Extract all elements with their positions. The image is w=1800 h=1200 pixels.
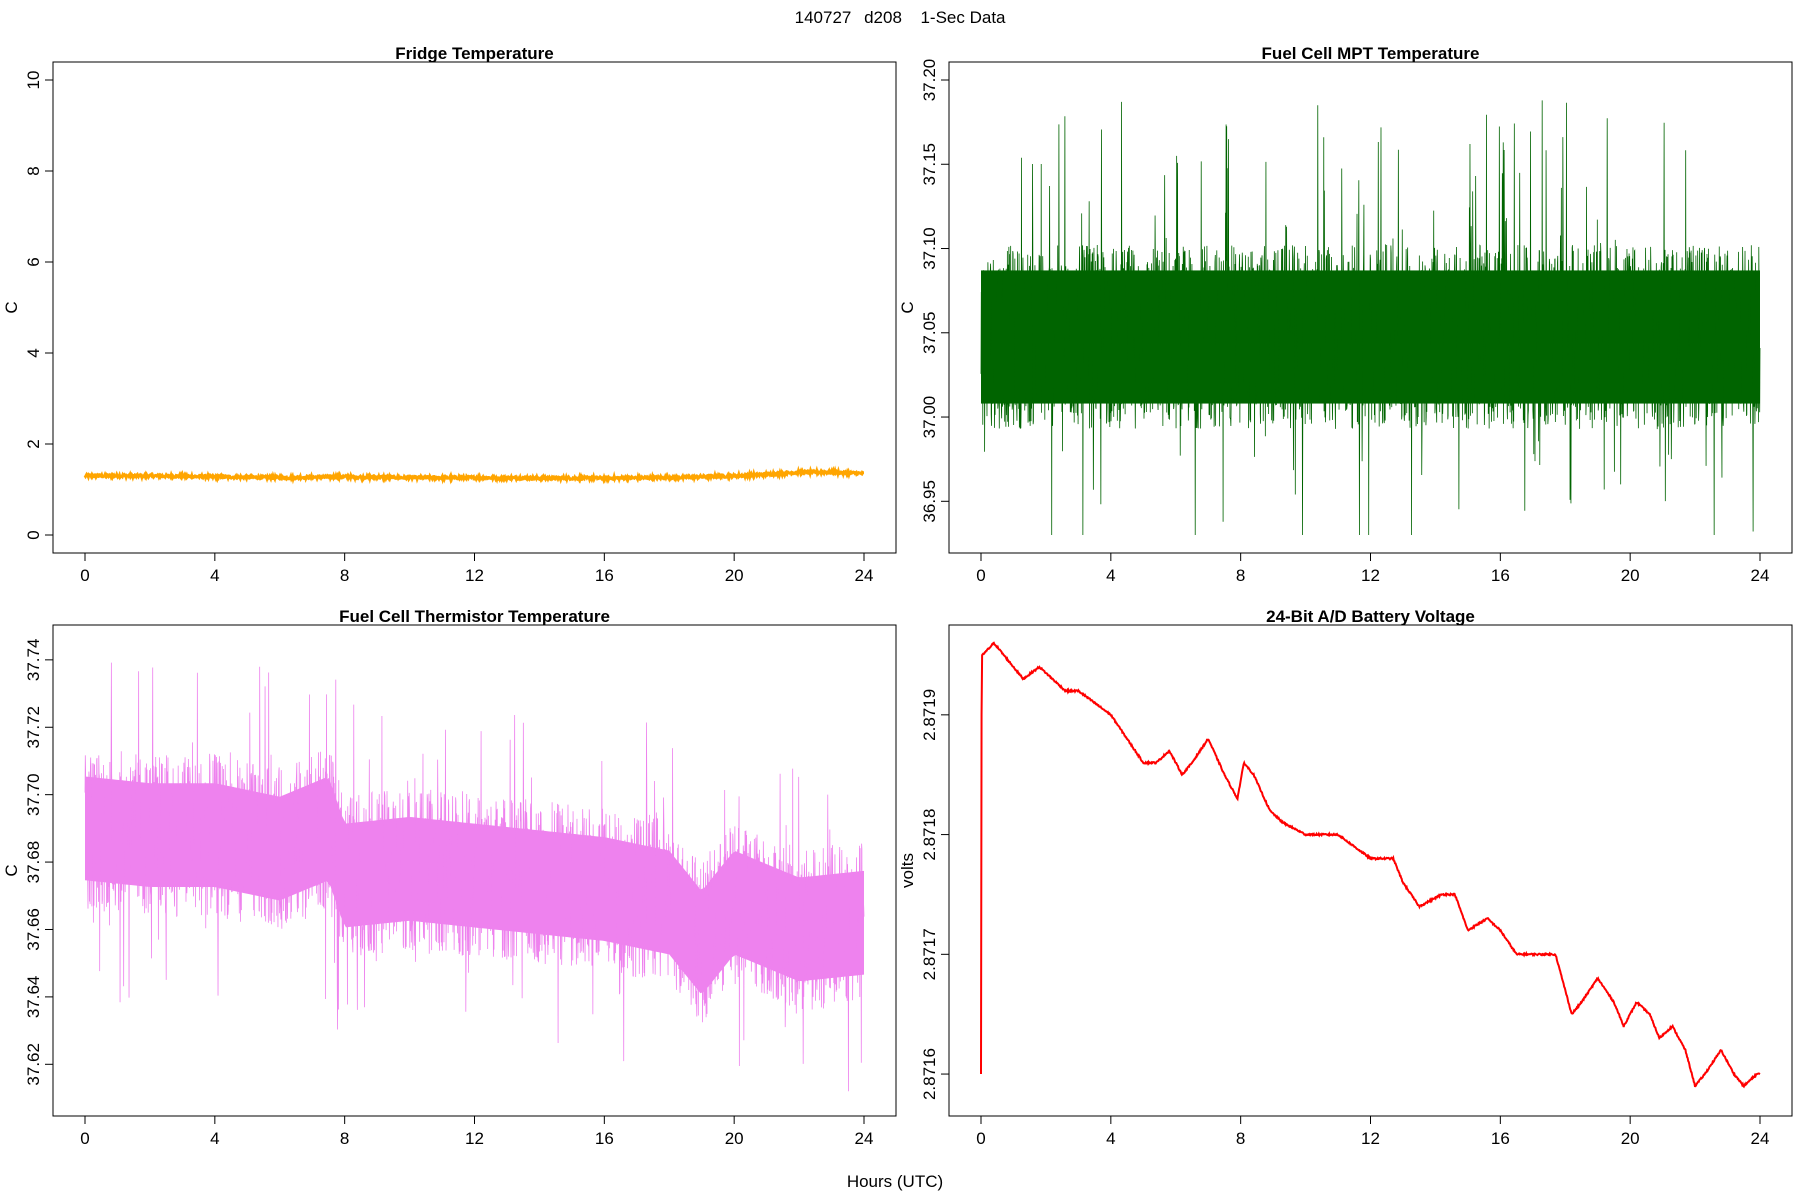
- plot-frame: [948, 624, 1793, 1117]
- x-tick-label: 8: [1236, 566, 1245, 585]
- x-tick-label: 4: [1106, 1129, 1115, 1148]
- x-tick-label: 24: [855, 566, 874, 585]
- x-tick-label: 16: [1491, 566, 1510, 585]
- panel-title: 24-Bit A/D Battery Voltage: [1266, 607, 1475, 626]
- x-tick-label: 16: [595, 1129, 614, 1148]
- x-tick-label: 24: [1751, 1129, 1770, 1148]
- y-tick-label: 37.10: [920, 227, 939, 270]
- figure-title-date: 140727: [795, 8, 852, 27]
- x-tick-label: 4: [210, 1129, 219, 1148]
- figure-x-axis-label: Hours (UTC): [847, 1172, 943, 1191]
- x-tick-label: 4: [1106, 566, 1115, 585]
- y-tick-label: 37.66: [24, 908, 43, 951]
- panel-title: Fuel Cell MPT Temperature: [1262, 44, 1480, 63]
- x-tick-label: 16: [1491, 1129, 1510, 1148]
- x-tick-label: 8: [340, 566, 349, 585]
- x-tick-label: 20: [725, 566, 744, 585]
- y-axis-label: volts: [898, 853, 917, 888]
- y-tick-label: 37.62: [24, 1043, 43, 1086]
- x-tick-label: 20: [725, 1129, 744, 1148]
- x-tick-label: 8: [340, 1129, 349, 1148]
- panel-title: Fridge Temperature: [395, 44, 553, 63]
- x-tick-label: 0: [976, 566, 985, 585]
- x-tick-label: 4: [210, 566, 219, 585]
- y-tick-label: 8: [24, 166, 43, 175]
- series-line: [980, 641, 1761, 1089]
- x-tick-label: 16: [595, 566, 614, 585]
- y-tick-label: 37.20: [920, 59, 939, 102]
- x-tick-label: 8: [1236, 1129, 1245, 1148]
- y-tick-label: 2: [24, 439, 43, 448]
- y-tick-label: 2.8719: [920, 689, 939, 741]
- x-tick-label: 0: [976, 1129, 985, 1148]
- x-tick-label: 12: [465, 1129, 484, 1148]
- series-line: [980, 100, 1761, 536]
- x-tick-label: 12: [1361, 1129, 1380, 1148]
- y-tick-label: 37.64: [24, 976, 43, 1019]
- y-tick-label: 4: [24, 348, 43, 357]
- y-tick-label: 36.95: [920, 480, 939, 523]
- x-tick-label: 12: [465, 566, 484, 585]
- x-tick-label: 20: [1621, 566, 1640, 585]
- figure-title-resolution: 1-Sec Data: [920, 8, 1006, 27]
- y-tick-label: 37.68: [24, 841, 43, 884]
- y-tick-label: 37.05: [920, 312, 939, 355]
- y-axis-label: C: [2, 864, 21, 876]
- panel-fuel-cell-thermistor-temperature: Fuel Cell Thermistor Temperature C 0 4 8 12 16…: [2, 607, 897, 1148]
- y-tick-label: 2.8716: [920, 1048, 939, 1100]
- x-tick-label: 24: [855, 1129, 874, 1148]
- y-tick-label: 2.8717: [920, 928, 939, 980]
- y-tick-label: 37.15: [920, 143, 939, 186]
- y-tick-label: 37.70: [24, 773, 43, 816]
- figure-title-station: d208: [864, 8, 902, 27]
- x-tick-label: 0: [80, 1129, 89, 1148]
- panel-title: Fuel Cell Thermistor Temperature: [339, 607, 610, 626]
- y-tick-label: 37.00: [920, 396, 939, 439]
- y-tick-label: 37.72: [24, 706, 43, 749]
- y-tick-label: 6: [24, 257, 43, 266]
- x-tick-label: 24: [1751, 566, 1770, 585]
- y-axis-label: C: [2, 301, 21, 313]
- series-line: [84, 662, 865, 1092]
- y-tick-label: 10: [24, 71, 43, 90]
- y-tick-label: 0: [24, 530, 43, 539]
- panel-fuel-cell-mpt-temperature: Fuel Cell MPT Temperature C 0 4 8 12 16 20 24 36.…: [898, 44, 1793, 585]
- panel-battery-voltage: 24-Bit A/D Battery Voltage volts 0 4 8 12 16 20…: [898, 607, 1793, 1148]
- x-tick-label: 0: [80, 566, 89, 585]
- x-tick-label: 12: [1361, 566, 1380, 585]
- series-line: [83, 465, 865, 485]
- y-tick-label: 37.74: [24, 639, 43, 682]
- x-tick-label: 20: [1621, 1129, 1640, 1148]
- y-axis-label: C: [898, 301, 917, 313]
- y-tick-label: 2.8718: [920, 809, 939, 861]
